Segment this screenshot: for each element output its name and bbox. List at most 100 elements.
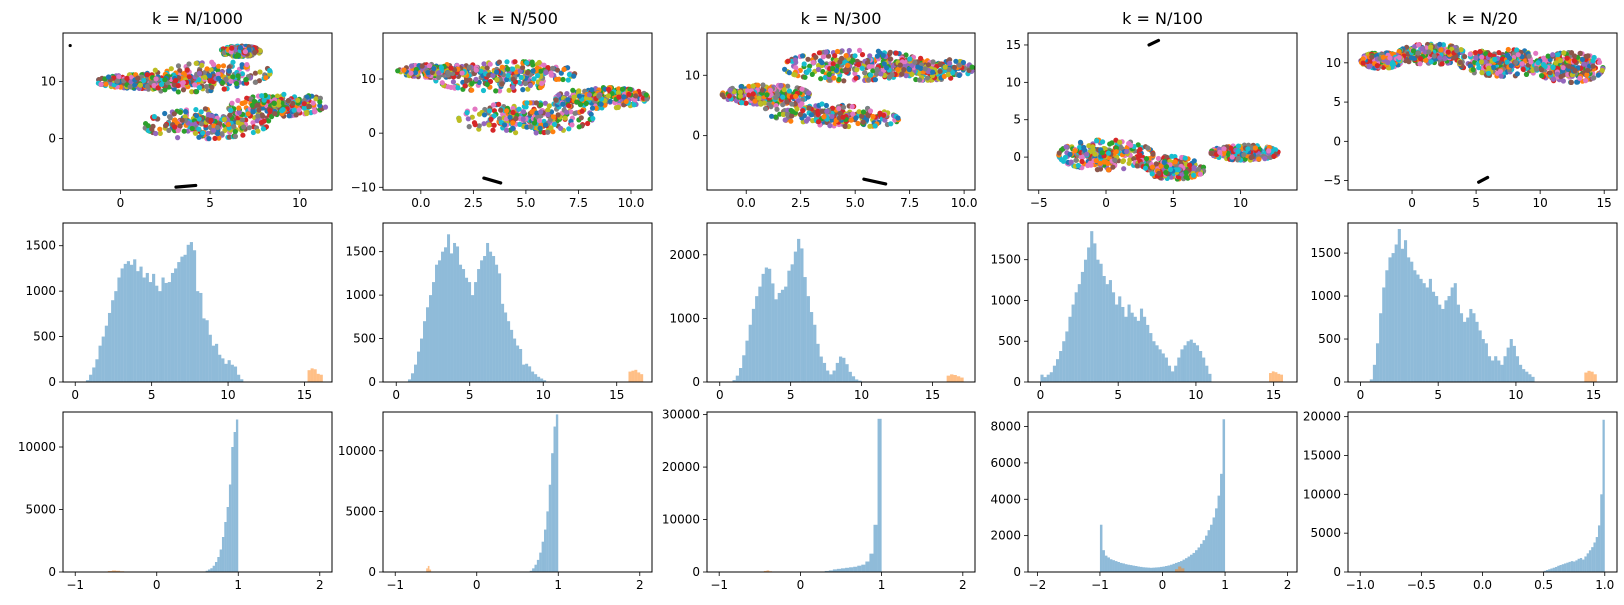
scatter-point: [450, 79, 456, 85]
scatter-point: [137, 82, 143, 88]
scatter-point: [105, 74, 112, 80]
scatter-point: [480, 87, 487, 94]
scatter-point: [1417, 61, 1423, 67]
scatter-point: [1137, 152, 1143, 158]
scatter-point: [1437, 55, 1443, 61]
scatter-point: [769, 113, 775, 119]
scatter-point: [1228, 145, 1234, 151]
scatter-point: [834, 48, 841, 55]
scatter-point: [550, 129, 556, 135]
scatter-point: [1409, 55, 1415, 61]
scatter-point: [252, 49, 258, 56]
scatter-point: [472, 106, 478, 112]
scatter-point: [821, 114, 827, 120]
scatter-point: [785, 83, 791, 89]
x-tick-label: 2.5: [791, 196, 810, 210]
scatter-point: [737, 89, 743, 95]
scatter-point: [145, 123, 151, 129]
scatter-point: [913, 76, 919, 83]
scatter-point: [196, 126, 202, 132]
scatter-point: [162, 110, 168, 117]
scatter-point: [1454, 47, 1460, 54]
scatter-point: [538, 68, 544, 74]
scatter-point: [207, 73, 213, 79]
scatter-point: [216, 135, 222, 141]
scatter-cluster: [553, 85, 651, 111]
scatter-point: [903, 73, 909, 79]
outlier-points: [862, 177, 888, 186]
scatter-point: [937, 68, 943, 74]
scatter-point: [857, 47, 863, 54]
scatter-point: [159, 81, 165, 87]
scatter-point: [184, 67, 190, 73]
scatter-point: [520, 87, 526, 93]
scatter-point: [215, 124, 221, 131]
scatter-point: [242, 99, 248, 105]
scatter-point: [767, 87, 774, 93]
scatter-point: [570, 87, 576, 93]
scatter-point: [953, 58, 959, 64]
scatter-point: [800, 53, 806, 59]
scatter-point: [719, 92, 725, 98]
scatter-point: [947, 57, 953, 63]
scatter-point: [144, 83, 150, 89]
scatter-point: [593, 105, 599, 111]
scatter-point: [813, 54, 819, 60]
scatter-point: [530, 68, 536, 74]
scatter-point: [1415, 42, 1422, 48]
scatter-point: [558, 125, 564, 131]
scatter-point: [950, 70, 956, 76]
scatter-point: [867, 53, 873, 59]
scatter-point: [186, 74, 192, 80]
scatter-point: [152, 67, 158, 73]
scatter-point: [261, 118, 267, 124]
scatter-point: [1068, 159, 1074, 165]
x-tick-label: 0: [1102, 196, 1110, 210]
scatter-point: [906, 66, 912, 72]
scatter-point: [1179, 171, 1185, 177]
scatter-point: [746, 92, 752, 98]
scatter-point: [550, 65, 556, 71]
x-tick-label: 5: [1169, 196, 1177, 210]
scatter-point: [744, 88, 751, 94]
scatter-point: [836, 76, 842, 83]
scatter-point: [887, 56, 894, 62]
scatter-point: [244, 62, 250, 68]
scatter-point: [548, 72, 554, 78]
scatter-point: [426, 63, 432, 69]
scatter-point: [782, 117, 788, 123]
scatter-point: [556, 92, 562, 98]
scatter-point: [261, 97, 267, 103]
scatter-point: [831, 75, 837, 81]
scatter-point: [256, 78, 262, 84]
scatter-point: [874, 66, 880, 72]
scatter-point: [897, 62, 903, 68]
scatter-point: [98, 81, 104, 87]
scatter-point: [537, 125, 543, 131]
scatter-point: [153, 130, 159, 137]
scatter-point: [756, 95, 762, 101]
scatter-point: [853, 75, 859, 81]
plot-area: [1358, 41, 1606, 184]
scatter-point: [533, 130, 539, 136]
scatter-point: [219, 131, 225, 137]
scatter-point: [529, 59, 535, 65]
scatter-point: [175, 83, 181, 89]
scatter-point: [1208, 150, 1214, 156]
scatter-point: [1143, 156, 1150, 162]
scatter-point: [280, 107, 286, 113]
scatter-point: [786, 70, 792, 76]
scatter-point: [605, 93, 612, 99]
scatter-point: [853, 115, 859, 121]
scatter-point: [842, 123, 848, 129]
scatter-point: [220, 63, 227, 69]
scatter-point: [1380, 54, 1386, 60]
scatter-point: [497, 88, 503, 94]
scatter-point: [848, 117, 854, 123]
scatter-point: [922, 66, 928, 72]
scatter-point: [505, 66, 511, 72]
scatter-point: [802, 74, 808, 80]
scatter-point: [296, 107, 302, 113]
scatter-point: [465, 116, 471, 122]
